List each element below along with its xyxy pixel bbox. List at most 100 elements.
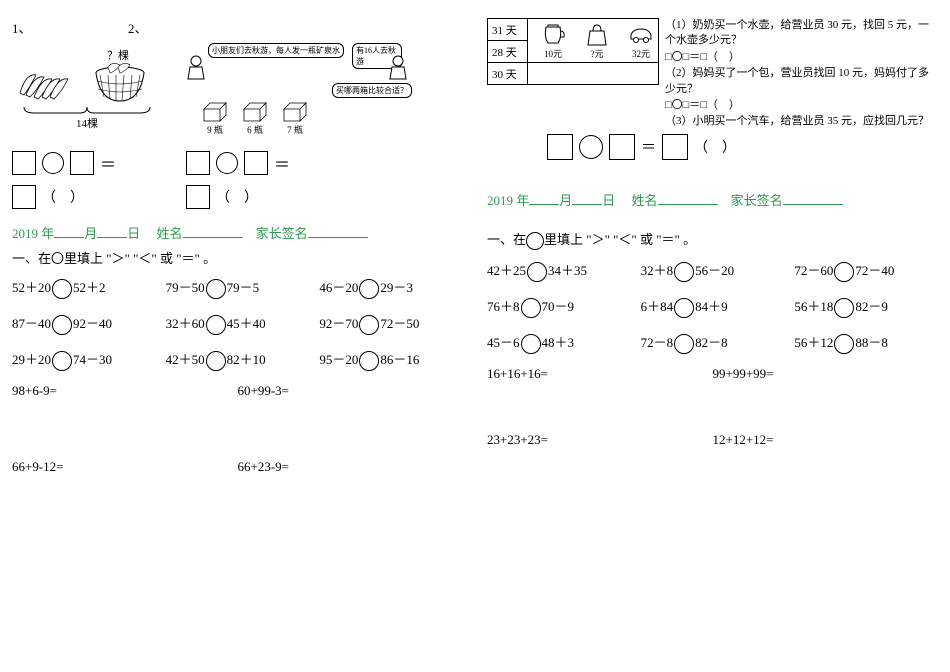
blank-circle[interactable] xyxy=(216,152,238,174)
q2-number: 2、 xyxy=(128,21,148,36)
table-and-items: 31 天 10元 ?元 xyxy=(487,18,659,85)
day-blank[interactable] xyxy=(97,225,127,238)
comp-cell: 87－40 92－40 xyxy=(12,313,156,335)
arith-row-2-right: 23+23+23= 12+12+12= xyxy=(487,432,938,448)
comp-lhs: 32＋8 xyxy=(641,263,674,278)
arith-cell: 98+6-9= xyxy=(12,383,238,399)
comp-cell: 52＋2052＋2 xyxy=(12,277,156,299)
compare-circle[interactable] xyxy=(52,279,72,299)
car-price: 32元 xyxy=(632,47,650,60)
comp-lhs: 46－20 xyxy=(319,280,358,295)
arith-cell: 99+99+99= xyxy=(713,366,939,382)
outing-scene: 小朋友们去秋游，每人发一瓶矿泉水 有16人去秋游 买哪两箱比较合适？ 9 瓶 6… xyxy=(182,41,412,141)
blank-square[interactable] xyxy=(547,134,573,160)
comp-rhs: 84＋9 xyxy=(695,299,728,314)
compare-circle[interactable] xyxy=(206,315,226,335)
right-top-row: 31 天 10元 ?元 xyxy=(487,18,938,130)
name-blank[interactable] xyxy=(183,225,243,238)
month-blank[interactable] xyxy=(54,225,84,238)
question-numbers: 1、 2、 xyxy=(12,18,463,37)
wp-3: （3）小明买一个汽车，给营业员 35 元，应找回几元？ xyxy=(665,114,938,129)
compare-circle[interactable] xyxy=(674,334,694,354)
wp-3-equation: ＝ （ ） xyxy=(547,134,938,160)
sign-blank[interactable] xyxy=(783,192,843,205)
month-blank[interactable] xyxy=(529,192,559,205)
compare-circle[interactable] xyxy=(206,351,226,371)
arith-cell: 60+99-3= xyxy=(238,383,464,399)
comp-rhs: 82－9 xyxy=(855,299,888,314)
comp-rhs: 45＋40 xyxy=(227,316,266,331)
compare-circle[interactable] xyxy=(359,351,379,371)
blank-square[interactable] xyxy=(662,134,688,160)
comp-rhs: 74－30 xyxy=(73,352,112,367)
eq-1-line1: ＝ xyxy=(12,151,116,175)
comp-lhs: 72－8 xyxy=(641,335,674,350)
comp-cell: 29＋2074－30 xyxy=(12,349,156,371)
compare-circle[interactable] xyxy=(52,315,72,335)
blank-square[interactable] xyxy=(70,151,94,175)
blank-circle[interactable] xyxy=(42,152,64,174)
page-right: 31 天 10元 ?元 xyxy=(475,0,950,672)
comparison-grid-left: 52＋2052＋2 79－5079－5 46－2029－3 87－4092－40… xyxy=(12,277,463,371)
comp-cell: 32＋6045＋40 xyxy=(166,313,310,335)
bag-price: ?元 xyxy=(591,47,604,60)
wp-2: （2）妈妈买了一个包，营业员找回 10 元，妈妈付了多少元？ xyxy=(665,66,938,97)
sign-blank[interactable] xyxy=(308,225,368,238)
compare-circle[interactable] xyxy=(527,262,547,282)
word-problems: （1）奶奶买一个水壶，给营业员 30 元，找回 5 元，一个水壶多少元？ □〇□… xyxy=(665,18,938,130)
blank-square[interactable] xyxy=(609,134,635,160)
comp-rhs: 92－40 xyxy=(73,316,112,331)
comp-rhs: 82＋10 xyxy=(227,352,266,367)
banana-pile-icon xyxy=(16,63,76,103)
comp-cell: 56＋1288－8 xyxy=(794,332,938,354)
blank-circle[interactable] xyxy=(579,135,603,159)
compare-circle[interactable] xyxy=(834,334,854,354)
comp-cell: 72－882－8 xyxy=(641,332,785,354)
comp-rhs: 72－50 xyxy=(380,316,419,331)
speech-bubble-1: 小朋友们去秋游，每人发一瓶矿泉水 xyxy=(208,43,344,58)
compare-circle[interactable] xyxy=(674,298,694,318)
illustration-row: ？棵 xyxy=(12,41,463,141)
blank-square[interactable] xyxy=(12,185,36,209)
arith-row-1: 98+6-9= 60+99-3= xyxy=(12,383,463,399)
comp-rhs: 34＋35 xyxy=(548,263,587,278)
compare-circle[interactable] xyxy=(674,262,694,282)
blank-square[interactable] xyxy=(186,151,210,175)
blank-square[interactable] xyxy=(186,185,210,209)
day-label: 日 xyxy=(127,226,140,241)
item-icons: 10元 ?元 32元 xyxy=(532,21,654,60)
speech-bubble-3: 买哪两箱比较合适？ xyxy=(332,83,412,98)
arith-row-2: 66+9-12= 66+23-9= xyxy=(12,459,463,475)
wp-1-eq: □〇□＝□（ ） xyxy=(665,50,938,65)
compare-circle[interactable] xyxy=(521,298,541,318)
comp-rhs: 52＋2 xyxy=(73,280,106,295)
blank-square[interactable] xyxy=(12,151,36,175)
compare-circle[interactable] xyxy=(52,351,72,371)
comp-lhs: 76＋8 xyxy=(487,299,520,314)
equals-sign: ＝ xyxy=(100,151,116,175)
comp-cell: 72－6072－40 xyxy=(794,260,938,282)
compare-circle[interactable] xyxy=(521,334,541,354)
compare-circle[interactable] xyxy=(834,298,854,318)
comp-cell: 56＋1882－9 xyxy=(794,296,938,318)
bag-column: ?元 xyxy=(584,21,610,60)
compare-circle[interactable] xyxy=(359,315,379,335)
comp-rhs: 56－20 xyxy=(695,263,734,278)
name-blank[interactable] xyxy=(658,192,718,205)
label-14-ke: 14棵 xyxy=(76,118,98,130)
comp-lhs: 87－40 xyxy=(12,316,51,331)
comp-cell: 76＋870－9 xyxy=(487,296,631,318)
comp-lhs: 56＋12 xyxy=(794,335,833,350)
compare-circle[interactable] xyxy=(834,262,854,282)
comp-cell: 6＋8484＋9 xyxy=(641,296,785,318)
compare-circle[interactable] xyxy=(359,279,379,299)
sign-label: 家长签名 xyxy=(256,226,308,241)
compare-circle[interactable] xyxy=(206,279,226,299)
comp-cell: 92－7072－50 xyxy=(319,313,463,335)
equals-sign: ＝ xyxy=(641,136,656,157)
day-blank[interactable] xyxy=(572,192,602,205)
title-circle-icon xyxy=(526,232,544,250)
arith-cell: 16+16+16= xyxy=(487,366,713,382)
car-column: 32元 xyxy=(628,21,654,60)
blank-square[interactable] xyxy=(244,151,268,175)
